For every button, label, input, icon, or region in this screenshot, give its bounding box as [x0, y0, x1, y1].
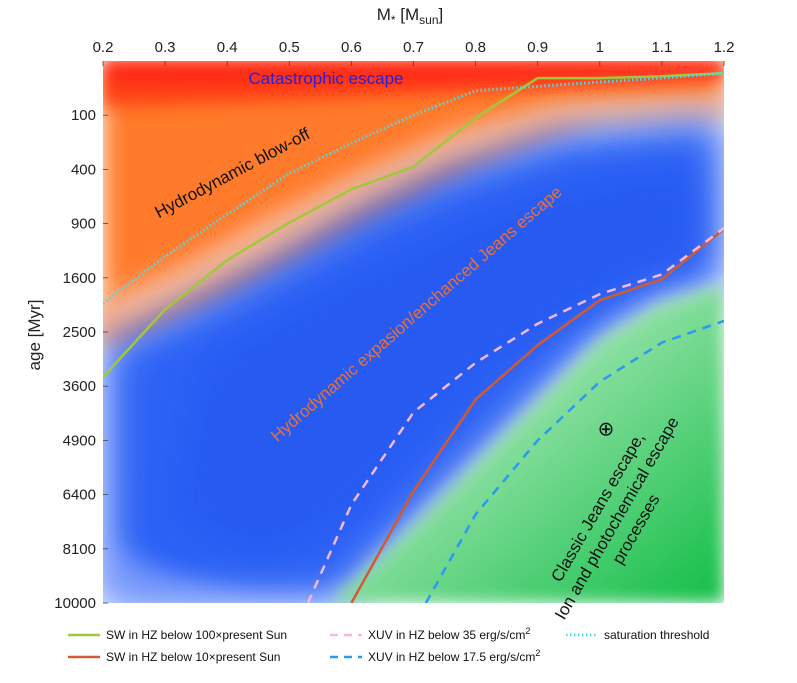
y-tick-label: 10000: [54, 595, 96, 612]
x-tick-label: 0.9: [527, 39, 548, 56]
blue-core: [170, 165, 700, 560]
y-tick-label: 400: [71, 161, 96, 178]
axes: 0.2 0.3 0.4 0.5 0.6 0.7 0.8 0.9 1 1.1 1.2 100 400 900…: [54, 39, 734, 612]
legend-label-sw10: SW in HZ below 10×present Sun: [106, 650, 280, 664]
y-tick-label: 3600: [63, 378, 96, 395]
earth-symbol: ⊕: [598, 419, 615, 441]
series-line-3: [424, 319, 724, 603]
y-axis-label: age [Myr]: [25, 300, 44, 371]
legend-label-xuv17: XUV in HZ below 17.5 erg/s/cm2: [368, 648, 540, 664]
region-label-catastrophic: Catastrophic escape: [249, 69, 404, 88]
x-tick-label: 0.3: [155, 39, 176, 56]
x-tick-label: 1.1: [651, 39, 672, 56]
x-tick-label: 1: [596, 39, 604, 56]
y-tick-label: 8100: [63, 541, 96, 558]
x-tick-label: 0.2: [93, 39, 114, 56]
series-lines: [103, 71, 724, 603]
x-tick-label: 0.7: [403, 39, 424, 56]
y-tick-label: 2500: [63, 324, 96, 341]
y-tick-label: 100: [71, 107, 96, 124]
series-line-4: [103, 71, 724, 305]
legend-label-saturation: saturation threshold: [604, 628, 709, 642]
y-tick-label: 6400: [63, 487, 96, 504]
background-regions: [103, 61, 724, 603]
x-tick-label: 0.6: [341, 39, 362, 56]
legend: SW in HZ below 100×present Sun SW in HZ …: [68, 626, 709, 664]
top-axis-label: M* [Msun]: [377, 5, 444, 27]
green-region: [330, 285, 724, 603]
legend-label-sw100: SW in HZ below 100×present Sun: [106, 628, 287, 642]
series-line-1: [350, 227, 724, 603]
x-tick-label: 0.8: [465, 39, 486, 56]
y-tick-label: 900: [71, 216, 96, 233]
legend-label-xuv35: XUV in HZ below 35 erg/s/cm2: [368, 626, 530, 642]
x-tick-label: 0.5: [279, 39, 300, 56]
x-tick-label: 0.4: [217, 39, 238, 56]
pale-fade: [103, 540, 260, 603]
red-strip: [103, 61, 724, 108]
x-tick-label: 1.2: [714, 39, 735, 56]
y-tick-label: 4900: [63, 432, 96, 449]
peach-band: [103, 95, 724, 345]
y-tick-label: 1600: [63, 270, 96, 287]
series-line-0: [103, 71, 724, 378]
